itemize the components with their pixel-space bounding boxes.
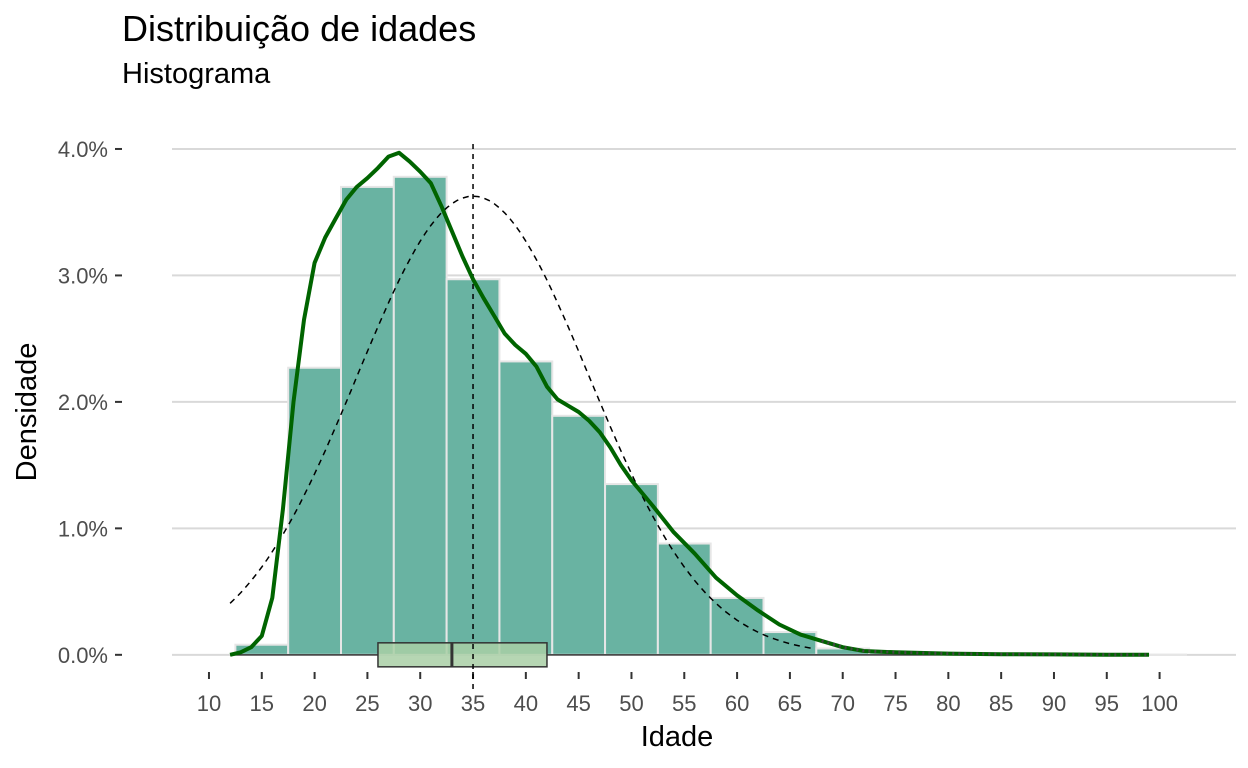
x-tick-label: 95 [1095,691,1119,716]
x-tick-label: 55 [672,691,696,716]
y-tick-label: 1.0% [58,516,108,541]
x-tick-label: 70 [830,691,854,716]
histogram-bar [498,360,554,656]
chart-title: Distribuição de idades [122,8,477,49]
boxplot-box [377,642,548,668]
histogram-bars [234,175,1187,656]
chart-subtitle: Histograma [122,58,271,90]
x-tick-label: 20 [302,691,326,716]
boxplot [230,642,1150,668]
y-axis-ticks: 0.0% 1.0% 2.0% 3.0% 4.0% [58,137,122,668]
x-tick-label: 90 [1042,691,1066,716]
y-tick-label: 3.0% [58,263,108,288]
x-axis-ticks: 10 15 20 25 30 35 40 45 50 55 60 65 70 75 80 85 90 95 100 [197,672,1178,716]
x-tick-label: 50 [619,691,643,716]
x-axis-title: Idade [641,721,714,753]
density-curve [229,150,1150,657]
x-tick-label: 35 [461,691,485,716]
y-tick-label: 0.0% [58,643,108,668]
y-axis-title: Densidade [11,343,43,482]
x-tick-label: 10 [197,691,221,716]
x-tick-label: 80 [936,691,960,716]
histogram-bar [392,175,448,656]
y-tick-label: 4.0% [58,137,108,162]
x-tick-label: 100 [1141,691,1178,716]
y-tick-label: 2.0% [58,390,108,415]
x-tick-label: 30 [408,691,432,716]
histogram-bar [551,414,607,656]
histogram-bar [604,483,659,656]
x-tick-label: 60 [725,691,749,716]
x-tick-label: 75 [883,691,907,716]
x-tick-label: 85 [989,691,1013,716]
x-tick-label: 40 [514,691,538,716]
x-tick-label: 65 [778,691,802,716]
curves [229,144,1150,690]
x-tick-label: 25 [355,691,379,716]
x-tick-label: 15 [250,691,274,716]
x-tick-label: 45 [566,691,590,716]
histogram-bar [340,185,395,656]
